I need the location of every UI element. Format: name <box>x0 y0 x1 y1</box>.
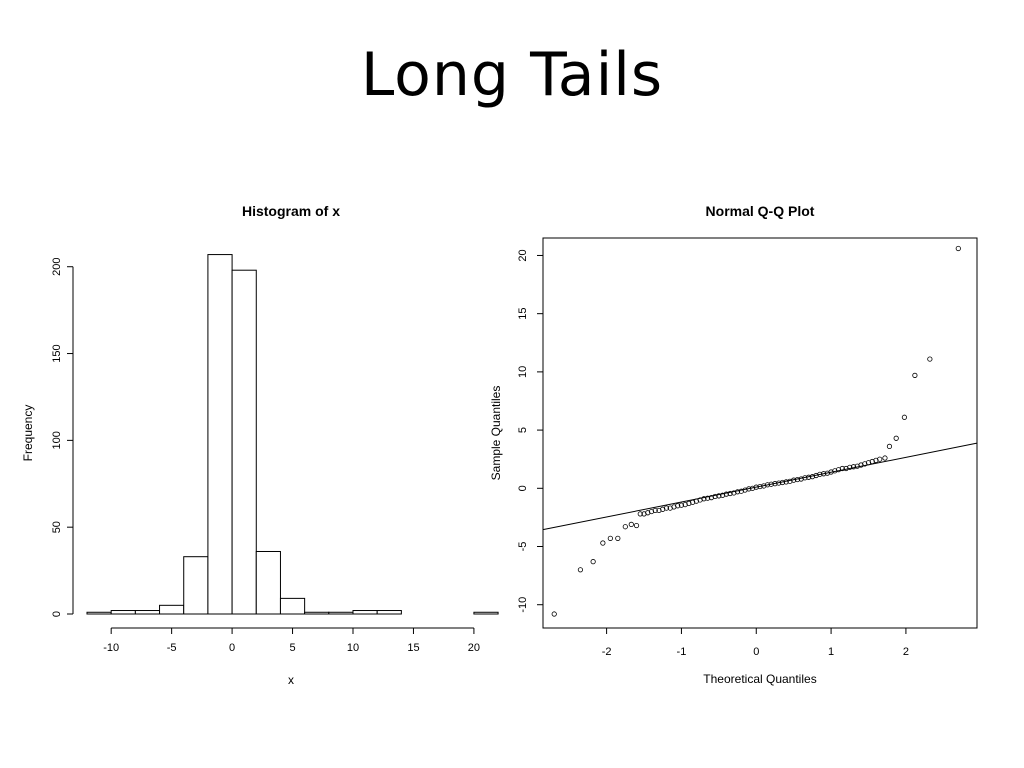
histogram-x-tick-label: -5 <box>167 642 177 654</box>
histogram-y-tick-label: 50 <box>51 521 63 533</box>
qq-y-tick-label: -10 <box>517 597 529 613</box>
qq-point <box>927 356 933 362</box>
qq-point <box>577 567 584 573</box>
qq-point <box>652 507 658 514</box>
histogram-bar <box>352 610 378 615</box>
qq-point <box>839 465 845 472</box>
qq-point <box>723 491 729 497</box>
qq-point <box>912 372 918 378</box>
qq-point <box>678 502 685 508</box>
histogram-chart: Histogram of x x Frequency -10 -5 0 5 10 15 20… <box>21 203 499 687</box>
histogram-x-tick-label: 5 <box>289 642 295 654</box>
qq-point <box>882 455 888 461</box>
histogram-x-axis: -10 -5 0 5 10 15 20 <box>103 627 480 654</box>
qq-x-axis: -2 -1 0 1 2 <box>602 628 909 658</box>
histogram-bar <box>376 610 402 615</box>
qq-point <box>955 245 961 252</box>
histogram-x-tick-label: -10 <box>103 642 119 654</box>
qq-y-tick-label: -5 <box>517 542 529 552</box>
qq-y-tick-label: 0 <box>517 485 529 491</box>
qq-point <box>628 521 634 527</box>
histogram-xlabel: x <box>288 673 294 687</box>
qq-x-tick-label: 1 <box>828 646 834 658</box>
qq-point <box>877 456 883 462</box>
qq-point <box>633 522 640 529</box>
qq-point <box>615 535 621 541</box>
qq-point <box>893 435 899 441</box>
histogram-y-tick-label: 100 <box>51 431 63 449</box>
qq-reference-line <box>542 442 978 531</box>
qq-point <box>663 505 670 511</box>
histogram-bar <box>231 269 257 615</box>
qq-ylabel: Sample Quantiles <box>489 386 503 481</box>
qq-x-tick-label: 2 <box>903 646 909 658</box>
qq-xlabel: Theoretical Quantiles <box>703 672 816 686</box>
histogram-bar <box>183 556 209 615</box>
histogram-x-tick-label: 15 <box>407 642 419 654</box>
qq-point <box>675 503 681 509</box>
qq-point <box>727 490 733 497</box>
qq-point <box>716 493 722 499</box>
qq-y-tick-label: 20 <box>517 249 529 261</box>
histogram-bar <box>110 610 136 615</box>
qq-x-tick-label: 0 <box>753 646 759 658</box>
qq-point <box>705 495 711 501</box>
histogram-y-tick-label: 150 <box>51 344 63 362</box>
qq-point <box>886 443 893 449</box>
qq-reference-line-path <box>542 442 978 531</box>
histogram-bar <box>304 611 330 615</box>
qq-point <box>622 524 628 530</box>
qq-point <box>901 414 908 420</box>
histogram-bar <box>473 611 499 615</box>
qq-x-tick-label: -1 <box>677 646 687 658</box>
qq-plot-frame <box>542 237 978 629</box>
histogram-bar <box>207 254 233 615</box>
histogram-bar <box>255 550 281 615</box>
histogram-y-tick-label: 0 <box>51 611 63 617</box>
histogram-bars <box>86 254 499 615</box>
histogram-bar <box>279 597 306 615</box>
qq-point <box>701 496 707 502</box>
histogram-title: Histogram of x <box>242 203 340 219</box>
qq-title: Normal Q-Q Plot <box>706 203 815 219</box>
qq-point <box>850 464 857 470</box>
qq-y-tick-label: 10 <box>517 366 529 378</box>
qq-point <box>551 611 557 617</box>
histogram-x-tick-label: 0 <box>229 642 235 654</box>
qq-y-tick-label: 5 <box>517 427 529 433</box>
qq-points <box>551 245 961 617</box>
histogram-ylabel: Frequency <box>21 405 35 462</box>
qq-y-tick-label: 15 <box>517 308 529 320</box>
qq-point <box>600 540 606 546</box>
qq-point <box>607 535 613 541</box>
histogram-bar <box>134 610 161 615</box>
qq-plot-chart: Normal Q-Q Plot Theoretical Quantiles Sa… <box>489 203 978 686</box>
histogram-bar <box>86 611 112 615</box>
qq-x-tick-label: -2 <box>602 646 612 658</box>
histogram-x-tick-label: 20 <box>468 642 480 654</box>
qq-point <box>712 493 718 500</box>
qq-y-axis: -10 -5 0 5 10 15 20 <box>517 249 543 613</box>
histogram-x-tick-label: 10 <box>347 642 359 654</box>
histogram-bar <box>328 611 354 615</box>
qq-point <box>637 511 643 517</box>
qq-point <box>847 464 853 470</box>
qq-point <box>590 559 596 565</box>
histogram-bar <box>159 604 185 615</box>
histogram-y-tick-label: 200 <box>51 258 63 276</box>
slide-title: Long Tails <box>360 40 664 110</box>
histogram-y-axis: 0 50 100 150 200 <box>51 258 74 617</box>
